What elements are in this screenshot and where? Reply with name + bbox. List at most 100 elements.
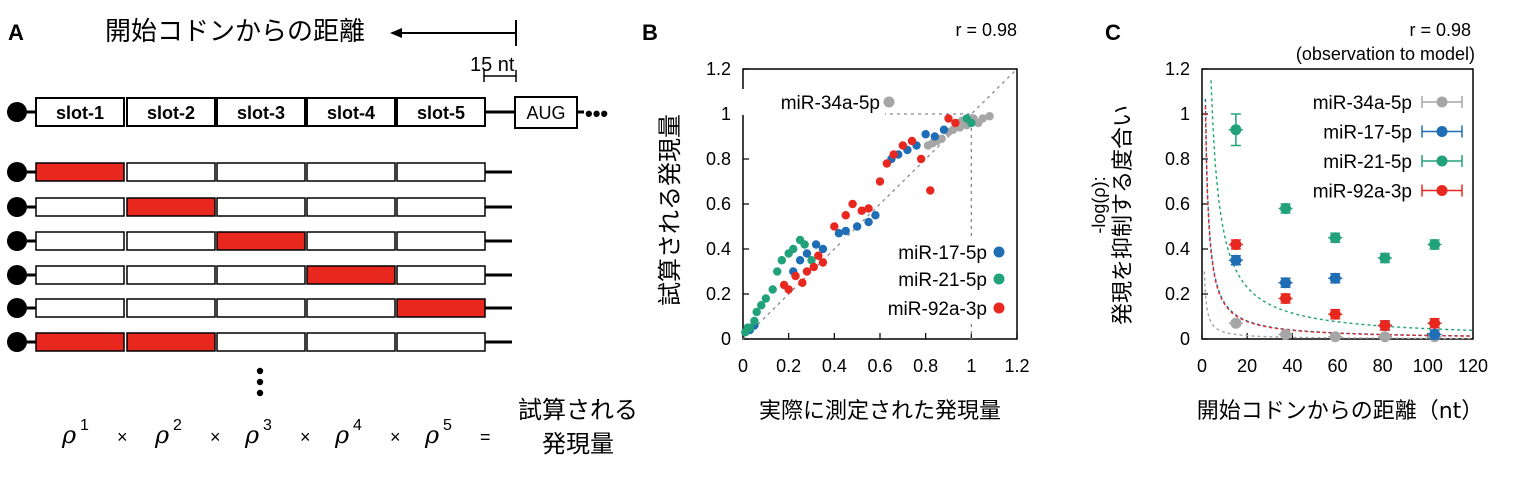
slot-empty (126, 298, 216, 318)
times-sign: × (210, 427, 221, 447)
panel-b-point (814, 251, 823, 260)
panel-b-legend-marker (993, 273, 1005, 285)
slot-label-4: slot-4 (327, 103, 375, 123)
panel-c-xlabel: 開始コドンからの距離（nt） (1197, 399, 1484, 424)
panel-b-point (789, 244, 798, 254)
panel-c-ytick-label: 0.8 (1165, 149, 1190, 169)
panel-b-xtick-label: 0.6 (867, 356, 892, 376)
panel-b-ytick-label: 0.6 (706, 194, 731, 214)
panel-b-point (864, 217, 873, 227)
panel-b-point (852, 222, 862, 231)
slot-label-3: slot-3 (237, 103, 285, 123)
panel-c-point (1379, 320, 1391, 331)
panel-b-point (857, 206, 866, 215)
panel-b-ytick-label: 0.8 (706, 149, 731, 169)
vertical-ellipsis (256, 367, 264, 397)
slot-occupied (126, 332, 216, 352)
panel-c-xtick-label: 100 (1413, 356, 1443, 376)
slot-occupied (35, 162, 125, 182)
panel-b-point (939, 125, 949, 134)
panel-b-point (798, 278, 807, 287)
slot-empty (396, 162, 486, 182)
slot-empty (306, 231, 396, 251)
panel-b-point (926, 186, 935, 195)
slot-empty (306, 197, 396, 217)
slot-occupied (35, 332, 125, 352)
rho-term: ρ (244, 421, 259, 449)
rho-exponent: 4 (353, 417, 362, 434)
panel-c-ylabel-line1: -log(ρ): (1089, 176, 1109, 233)
panel-b-legend-label: miR-21-5p (898, 270, 987, 291)
rho-exponent: 5 (443, 417, 452, 434)
panel-b-point (811, 240, 821, 249)
aug-label: AUG (526, 103, 565, 123)
times-sign: × (300, 427, 311, 447)
panel-b-xtick-label: 0.8 (913, 356, 938, 376)
panel-b-point (809, 262, 818, 272)
panel-b-point (841, 226, 850, 236)
panel-b-xlabel: 実際に測定された発現量 (759, 399, 1001, 424)
panel-c-point (1379, 331, 1391, 343)
slot-empty (126, 231, 216, 251)
spacing-bracket (483, 70, 517, 82)
panel-c-xtick-label: 0 (1197, 356, 1207, 376)
slot-occupied (216, 231, 306, 251)
panel-b-point (791, 271, 800, 281)
panel-b-point (818, 258, 828, 267)
panel-c-legend-label: miR-21-5p (1323, 152, 1412, 173)
panel-b-legend-marker (993, 246, 1005, 258)
panel-a-letter: A (8, 20, 24, 45)
panel-c-fit-curve (1203, 271, 1473, 340)
panel-c-xtick-label: 120 (1458, 356, 1488, 376)
rho-term: ρ (334, 421, 349, 449)
slot-empty (396, 197, 486, 217)
slot-empty (35, 265, 125, 285)
slot-label-5: slot-5 (417, 103, 465, 123)
panel-c-fit-curve (1210, 80, 1474, 332)
panel-c-point (1280, 293, 1292, 304)
slot-empty (396, 332, 486, 352)
slot-empty (306, 332, 396, 352)
panel-c-ytick-label: 0 (1180, 329, 1190, 349)
panel-c-point (1230, 124, 1242, 136)
panel-c-xtick-label: 60 (1327, 356, 1347, 376)
panel-c-ytick-label: 1.2 (1165, 59, 1190, 79)
panel-b-point (907, 136, 917, 146)
slot-empty (126, 162, 216, 182)
panel-b-point (978, 114, 987, 123)
construct-row (7, 332, 512, 352)
panel-c-correlation-note: (observation to model) (1296, 44, 1475, 64)
result-label-line2: 発現量 (542, 430, 614, 458)
panel-c-point (1379, 252, 1391, 264)
panel-b-point (773, 267, 782, 276)
panel-b-point (807, 256, 816, 265)
slot-empty (216, 162, 306, 182)
panel-b-point (834, 229, 844, 238)
slot-label-1: slot-1 (56, 103, 104, 123)
slot-box-1 (35, 97, 125, 127)
panel-c-point (1280, 203, 1292, 214)
rho-term: ρ (424, 421, 439, 449)
panel-b-point (841, 211, 850, 220)
panel-b-point (985, 112, 994, 121)
slot-box-3 (216, 97, 306, 127)
slot-empty (216, 298, 306, 318)
panel-b-ylabel: 試算される発現量 (656, 114, 684, 306)
rho-term: ρ (61, 421, 76, 449)
construct-row (7, 298, 512, 318)
panel-b-point (750, 316, 759, 326)
ellipsis: ••• (585, 101, 608, 126)
panel-b-point (875, 177, 885, 186)
panel-c-point (1429, 329, 1441, 340)
times-sign: × (390, 427, 401, 447)
panel-b-point (864, 204, 873, 213)
panel-b-point (871, 211, 880, 220)
panel-b-point (921, 130, 930, 139)
cap-dot (7, 102, 27, 122)
panel-b-correlation: r = 0.98 (955, 20, 1017, 40)
panel-c-point (1429, 239, 1441, 250)
panel-b-ytick-label: 0 (721, 329, 731, 349)
slot-label-2: slot-2 (147, 103, 195, 123)
equation: ρ 1× ρ 2× ρ 3× ρ 4× ρ 5=試算される発現量 (61, 396, 638, 458)
